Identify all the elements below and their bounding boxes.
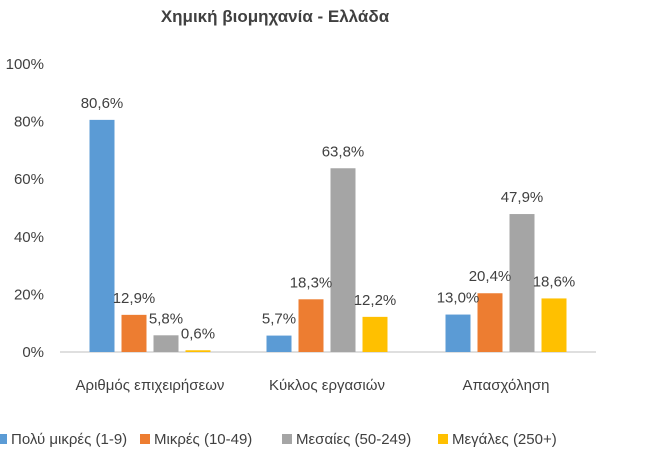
data-label: 18,6% [533, 273, 576, 290]
data-label: 0,6% [181, 325, 215, 342]
legend-swatch [282, 434, 292, 444]
bars-group [89, 119, 567, 352]
bar [509, 214, 535, 352]
y-tick-label: 20% [14, 286, 44, 303]
y-axis: 0% 20% 40% 60% 80% 100% [6, 56, 44, 361]
data-label: 63,8% [322, 143, 365, 160]
y-tick-label: 100% [6, 56, 44, 73]
data-label: 47,9% [501, 189, 544, 206]
legend-item: Μικρές (10-49) [140, 431, 252, 448]
legend-swatch [140, 434, 150, 444]
data-label: 80,6% [81, 95, 124, 112]
bar [298, 299, 324, 352]
x-category-label: Κύκλος εργασιών [269, 377, 385, 394]
legend-label: Μεγάλες (250+) [452, 431, 557, 448]
data-label: 5,7% [262, 311, 296, 328]
bar [153, 335, 179, 352]
legend-label: Μεσαίες (50-249) [296, 431, 411, 448]
y-tick-label: 60% [14, 171, 44, 188]
bar [445, 314, 471, 352]
x-category-label: Απασχόληση [462, 377, 549, 394]
data-label: 5,8% [149, 310, 183, 327]
legend-label: Πολύ μικρές (1-9) [11, 431, 127, 448]
y-tick-label: 0% [22, 344, 44, 361]
data-label: 12,2% [354, 292, 397, 309]
legend: Πολύ μικρές (1-9) Μικρές (10-49) Μεσαίες (… [0, 431, 557, 448]
legend-swatch [438, 434, 448, 444]
x-category-label: Αριθμός επιχειρήσεων [76, 377, 225, 394]
data-label: 18,3% [290, 274, 333, 291]
bar [89, 119, 115, 352]
legend-item: Μεγάλες (250+) [438, 431, 557, 448]
data-label: 20,4% [469, 268, 512, 285]
bar [541, 298, 567, 352]
x-axis: Αριθμός επιχειρήσεων Κύκλος εργασιών Απασχ… [76, 377, 550, 394]
bar [185, 350, 211, 352]
data-labels-group: 80,6% 12,9% 5,8%0,6% 5,7% 18,3% 63,8% 12,2% 13,… [81, 95, 576, 342]
bar [121, 314, 147, 352]
bar [266, 335, 292, 352]
bar [330, 168, 356, 352]
legend-label: Μικρές (10-49) [154, 431, 252, 448]
legend-item: Μεσαίες (50-249) [282, 431, 411, 448]
y-tick-label: 40% [14, 229, 44, 246]
data-label: 12,9% [113, 290, 156, 307]
bar [362, 316, 388, 352]
y-tick-label: 80% [14, 114, 44, 131]
data-label: 13,0% [437, 290, 480, 307]
legend-item: Πολύ μικρές (1-9) [0, 431, 127, 448]
bar [477, 293, 503, 352]
legend-swatch [0, 434, 7, 444]
chart-title: Χημική βιομηχανία - Ελλάδα [161, 7, 390, 26]
